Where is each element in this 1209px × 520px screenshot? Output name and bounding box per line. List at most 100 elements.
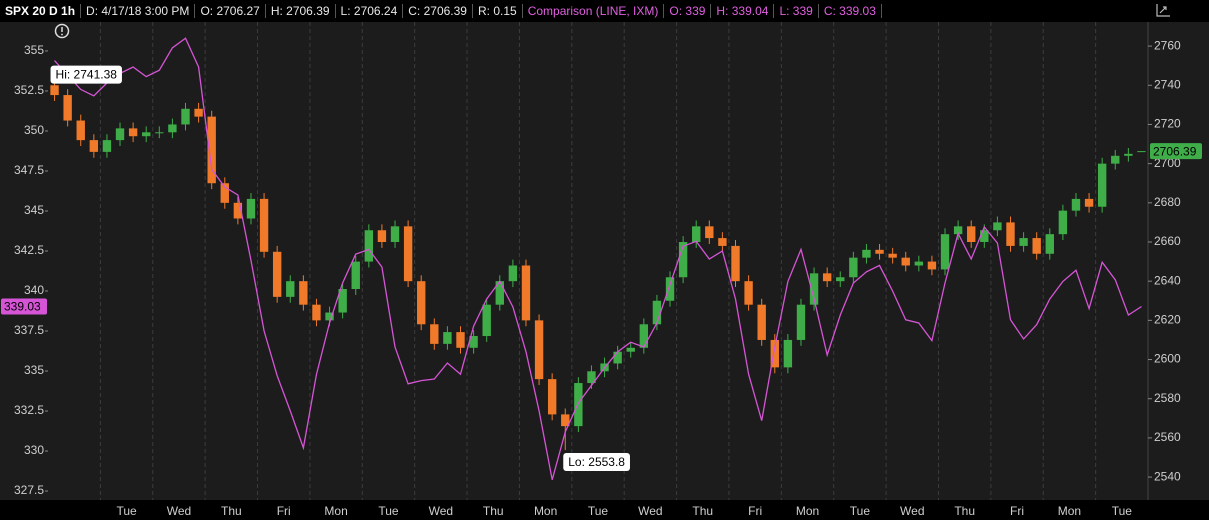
candle-body	[246, 198, 256, 219]
high-annotation-text: Hi: 2741.38	[56, 68, 118, 82]
candle-body	[561, 414, 570, 427]
header-item: O: 2706.27	[195, 4, 266, 18]
candle-body	[220, 183, 229, 203]
candle-body	[967, 226, 976, 242]
header-item: H: 339.04	[711, 4, 775, 18]
candle-body	[1124, 153, 1133, 156]
candle-body	[128, 128, 138, 137]
candle-body	[115, 128, 125, 141]
candle-body	[796, 304, 806, 340]
candle-body	[534, 320, 544, 380]
candle-body	[521, 265, 531, 321]
x-tick-label: Wed	[638, 504, 662, 518]
candle-body	[63, 95, 72, 121]
y-tick-label: 2720	[1154, 117, 1181, 131]
y2-tick-label: 342.5	[14, 243, 44, 257]
x-tick-label: Wed	[429, 504, 453, 518]
candle-body	[1097, 163, 1107, 207]
x-tick-label: Tue	[116, 504, 137, 518]
x-tick-label: Mon	[534, 504, 557, 518]
candle-body	[1006, 222, 1015, 246]
candle-body	[456, 332, 465, 348]
candle-body	[89, 140, 99, 152]
expand-icon[interactable]	[1156, 4, 1170, 17]
candle-body	[940, 234, 950, 270]
header-item: D: 4/17/18 3:00 PM	[81, 4, 196, 18]
symbol-title: SPX 20 D 1h	[0, 4, 82, 18]
header-item: L: 2706.24	[336, 4, 404, 18]
candle-body	[207, 116, 216, 184]
candle-body	[980, 230, 989, 242]
candle-body	[1137, 151, 1146, 153]
candle-body	[875, 249, 884, 254]
candle-body	[692, 226, 701, 242]
candle-body	[233, 202, 243, 219]
candle-body	[1019, 238, 1028, 246]
candle-body	[259, 198, 269, 252]
candle-body	[351, 261, 360, 290]
x-tick-label: Fri	[1010, 504, 1024, 518]
candle-body	[417, 281, 426, 325]
candle-body	[587, 371, 596, 384]
x-tick-label: Wed	[167, 504, 191, 518]
candle-body	[325, 312, 334, 321]
candle-body	[665, 277, 675, 301]
x-tick-label: Fri	[748, 504, 762, 518]
candle-body	[1071, 198, 1081, 211]
high-annotation-box	[50, 65, 122, 84]
candle-body	[1032, 238, 1041, 254]
x-tick-label: Tue	[378, 504, 399, 518]
candle-body	[652, 300, 662, 325]
candle-body	[390, 226, 400, 242]
x-tick-label: Mon	[324, 504, 347, 518]
y-tick-label: 2680	[1154, 195, 1181, 209]
alert-icon-dot	[61, 33, 63, 36]
y-tick-label: 2700	[1154, 156, 1181, 170]
x-tick-label: Wed	[900, 504, 924, 518]
candle-body	[482, 304, 491, 337]
candle-body	[181, 108, 190, 125]
y2-tick-label: 327.5	[14, 483, 44, 497]
header-bar: SPX 20 D 1h D: 4/17/18 3:00 PM O: 2706.2…	[0, 0, 1209, 22]
candle-body	[168, 124, 177, 133]
comparison-price-box	[1, 298, 47, 315]
candle-body	[1111, 155, 1120, 164]
low-annotation: Lo: 2553.8	[563, 453, 630, 472]
y2-tick-label: 340	[24, 283, 44, 297]
y2-tick-label: 332.5	[14, 403, 44, 417]
candle-body	[1045, 234, 1054, 254]
candle-body	[953, 226, 963, 235]
alert-icon[interactable]	[54, 23, 70, 39]
y2-tick-label: 352.5	[14, 83, 44, 97]
candle-body	[1084, 198, 1094, 207]
candle-body	[508, 265, 518, 282]
x-tick-label: Tue	[850, 504, 871, 518]
candle-body	[430, 324, 439, 344]
candle-body	[76, 120, 85, 141]
y2-tick-label: 330	[24, 443, 44, 457]
x-tick-label: Fri	[277, 504, 291, 518]
candle-body	[757, 304, 766, 340]
candle-body	[364, 230, 374, 262]
candle-body	[495, 281, 504, 305]
high-annotation: Hi: 2741.38	[50, 65, 122, 84]
y2-tick-label: 350	[24, 123, 44, 137]
x-tick-label: Thu	[221, 504, 242, 518]
y-tick-label: 2760	[1154, 38, 1181, 52]
candle-body	[338, 289, 347, 313]
y2-tick-label: 337.5	[14, 323, 44, 337]
candle-body	[927, 261, 937, 270]
candle-body	[901, 257, 910, 266]
x-tick-label: Thu	[692, 504, 713, 518]
y-tick-label: 2740	[1154, 77, 1181, 91]
y-tick-label: 2640	[1154, 273, 1181, 287]
header-item: H: 2706.39	[266, 4, 336, 18]
candle-body	[914, 261, 924, 266]
last-price-label: 2706.39	[1153, 144, 1197, 158]
candle-body	[731, 245, 740, 282]
candle-body	[613, 351, 622, 364]
candle-body	[547, 379, 557, 415]
comparison-price-label: 339.03	[4, 300, 41, 314]
